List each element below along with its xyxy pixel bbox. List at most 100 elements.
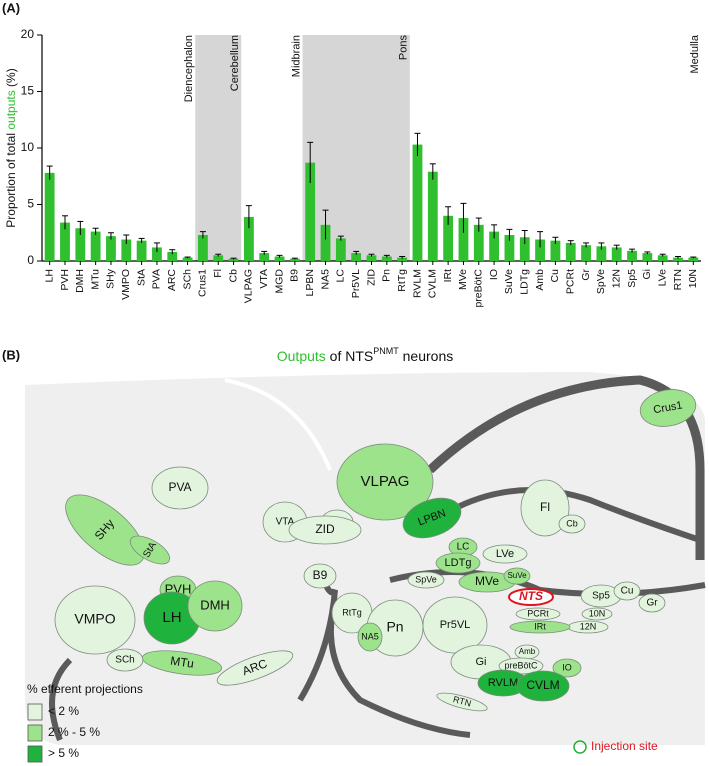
region-shape (581, 607, 613, 621)
brain-region: LPBN (402, 497, 462, 539)
region-label: 10N (589, 608, 606, 618)
region-shape (552, 658, 582, 678)
y-label-part: Proportion of total (4, 130, 18, 228)
region-label: Sp5 (592, 591, 610, 602)
x-tick-label: NA5 (319, 269, 331, 290)
x-tick-label: 12N (610, 269, 622, 288)
error-bar (521, 229, 528, 245)
region-label: MVe (475, 574, 499, 588)
bar (596, 246, 607, 261)
region-label: SpVe (415, 574, 437, 584)
error-bar (460, 202, 467, 233)
brain-region: IO (552, 658, 582, 678)
brain-region: Cb (558, 514, 586, 534)
region-label: RtTg (342, 607, 362, 617)
brain-region: Cu (613, 581, 641, 601)
error-bar (690, 256, 697, 259)
x-tick-label: SpVe (595, 269, 607, 294)
region-label: Pr5VL (440, 619, 471, 631)
region-shape (187, 580, 243, 632)
bar (228, 258, 239, 261)
error-bar (506, 228, 513, 241)
error-bar (353, 250, 360, 255)
error-bar (414, 132, 421, 156)
region-label: LH (162, 609, 181, 626)
error-bar (307, 141, 314, 184)
x-tick-label: RVLM (411, 269, 423, 298)
error-bar (199, 231, 206, 239)
region-label: 12N (580, 621, 597, 631)
region-shape (303, 563, 337, 589)
x-tick-label: SHy (105, 268, 117, 289)
region-shape (288, 515, 362, 545)
bar (75, 228, 86, 261)
brain-region: SHy (65, 494, 145, 566)
x-tick-label: DMH (74, 269, 86, 293)
region-shape (613, 581, 641, 601)
brain-region: Gr (638, 593, 666, 613)
error-bar (583, 242, 590, 248)
x-tick-label: LDTg (519, 269, 531, 295)
error-bar (153, 242, 160, 252)
x-tick-label: MTu (89, 269, 101, 290)
x-tick-label: CVLM (427, 269, 439, 298)
legend-label: > 5 % (48, 746, 79, 760)
x-tick-label: MGD (273, 269, 285, 294)
error-bar (475, 217, 482, 232)
region-label: Cerebellum (229, 35, 241, 91)
bar (489, 231, 500, 261)
region-label: VTA (276, 517, 295, 528)
region-shape (336, 443, 434, 521)
region-shape (516, 670, 570, 702)
bar (106, 236, 116, 261)
error-bar (429, 163, 436, 180)
region-band (302, 35, 410, 261)
error-bar (613, 244, 620, 250)
error-bar (368, 253, 375, 257)
bar (458, 218, 469, 261)
error-bar (552, 236, 559, 245)
region-label: IRt (534, 621, 546, 631)
x-tick-label: Amb (534, 269, 546, 291)
bar (44, 172, 55, 261)
injection-outline (508, 588, 554, 606)
brain-region: MVe (458, 571, 516, 593)
x-tick-label: Fl (212, 269, 224, 278)
brain-region: Amb (514, 644, 540, 660)
error-bar (138, 237, 145, 243)
title-part: of NTS (326, 348, 373, 364)
bar (642, 253, 653, 261)
error-bar (107, 232, 114, 240)
bar (274, 256, 285, 261)
brain-region: LDTg (435, 552, 481, 574)
x-tick-label: B9 (289, 269, 301, 282)
region-shape (54, 585, 136, 655)
brain-region: 12N (567, 620, 609, 634)
brain-region: SpVe (407, 571, 445, 589)
x-tick-label: Pr5VL (350, 269, 362, 298)
brain-region: StA (129, 535, 171, 565)
region-label: Pons (398, 35, 410, 61)
bar (366, 255, 377, 261)
brain-region: RTN (436, 692, 488, 712)
bar (305, 162, 316, 261)
region-shape (639, 389, 697, 427)
brain-region: LVe (482, 544, 528, 564)
region-label: B9 (313, 568, 328, 582)
error-bar (215, 253, 222, 257)
error-bar (291, 257, 298, 260)
region-label: Diencephalon (183, 35, 195, 102)
bar (320, 224, 331, 261)
bar (581, 245, 591, 261)
error-bar (598, 242, 605, 250)
diagram-title: Outputs of NTSPNMT neurons (277, 346, 453, 363)
error-bar (261, 250, 268, 255)
bar (259, 253, 270, 261)
x-tick-label: StA (135, 269, 147, 286)
brain-region: DMH (187, 580, 243, 632)
error-bar (61, 215, 68, 230)
bar (473, 224, 484, 261)
title-part: neurons (399, 348, 453, 364)
brain-region: CVLM (516, 670, 570, 702)
x-tick-label: LH (43, 269, 55, 282)
